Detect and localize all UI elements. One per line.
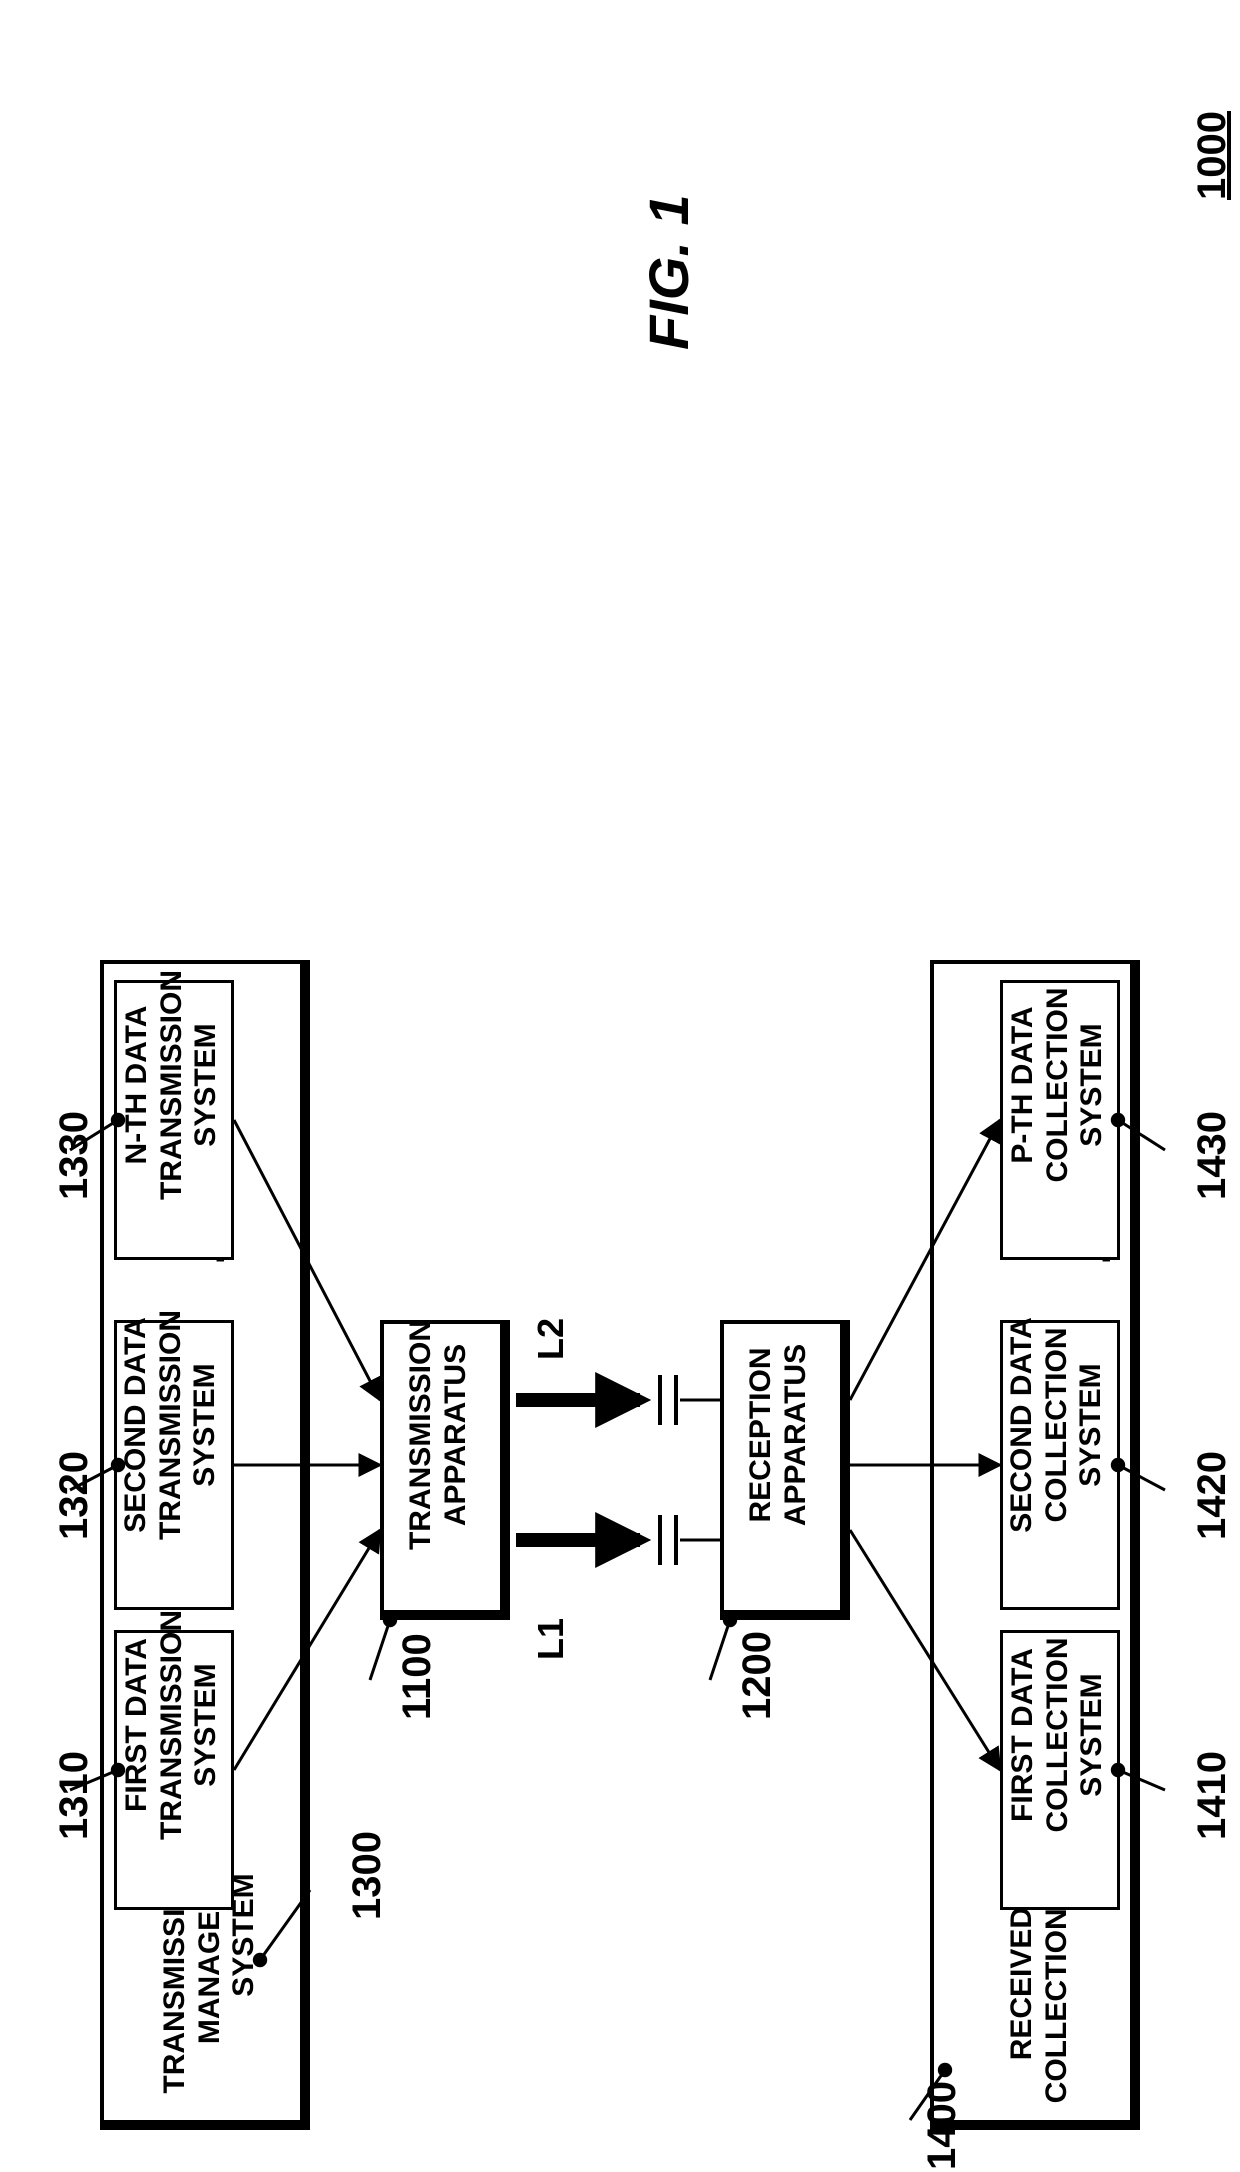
- ref-1430: 1430: [1190, 1111, 1235, 1200]
- ref-1410: 1410: [1190, 1751, 1235, 1840]
- first-data-transmission-system-label: FIRST DATA TRANSMISSION SYSTEM: [120, 1590, 230, 1860]
- ref-overall: 1000: [1190, 111, 1235, 200]
- ref-1420: 1420: [1190, 1451, 1235, 1540]
- ref-1200: 1200: [735, 1631, 780, 1720]
- ref-1330: 1330: [52, 1111, 97, 1200]
- second-data-transmission-system-label: SECOND DATA TRANSMISSION SYSTEM: [119, 1285, 229, 1565]
- label-l1: L1: [530, 1618, 572, 1660]
- label-l2: L2: [530, 1318, 572, 1360]
- ref-1310: 1310: [52, 1751, 97, 1840]
- ref-1100: 1100: [395, 1633, 440, 1720]
- reception-apparatus-label: RECEPTION APPARATUS: [744, 1295, 824, 1575]
- figure-title: FIG. 1: [636, 194, 701, 350]
- ref-1320: 1320: [52, 1451, 97, 1540]
- nth-data-transmission-system-label: N-TH DATA TRANSMISSION SYSTEM: [120, 950, 230, 1220]
- transmission-apparatus-label: TRANSMISSION APPARATUS: [404, 1295, 484, 1575]
- ref-1300: 1300: [345, 1831, 390, 1920]
- first-data-collection-system-label: FIRST DATA COLLECTION SYSTEM: [1006, 1600, 1116, 1870]
- second-data-collection-system-label: SECOND DATA COLLECTION SYSTEM: [1005, 1285, 1115, 1565]
- ref-1400: 1400: [920, 2081, 965, 2170]
- pth-data-collection-system-label: P-TH DATA COLLECTION SYSTEM: [1006, 950, 1116, 1220]
